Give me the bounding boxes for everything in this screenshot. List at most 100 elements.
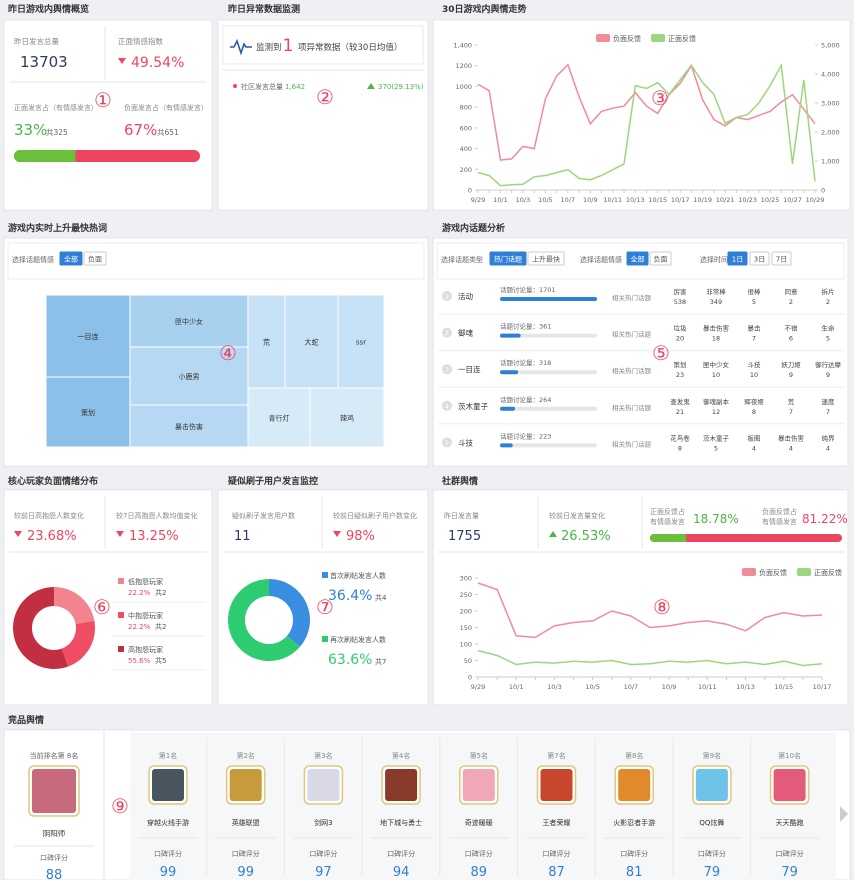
legend-swatch bbox=[797, 568, 811, 576]
donut-slice bbox=[61, 620, 96, 667]
x-tick-label: 10/3 bbox=[547, 683, 562, 691]
keyword: 厉害 bbox=[674, 287, 688, 296]
button[interactable] bbox=[649, 251, 672, 266]
y-tick-label: 1200 bbox=[455, 62, 472, 70]
treemap-cell[interactable] bbox=[247, 294, 286, 389]
panel bbox=[432, 489, 849, 706]
button[interactable] bbox=[727, 251, 748, 266]
keyword-count: 20 bbox=[676, 335, 684, 343]
next-arrow[interactable] bbox=[840, 806, 848, 822]
button-label[interactable]: 负面 bbox=[88, 255, 102, 264]
label: 第5名 bbox=[470, 751, 488, 760]
x-tick-label: 10/25 bbox=[761, 196, 780, 204]
keyword-count: 18 bbox=[712, 335, 720, 343]
treemap-label: 策划 bbox=[81, 408, 95, 417]
button[interactable] bbox=[771, 251, 792, 266]
button[interactable] bbox=[83, 251, 107, 266]
keyword: 御行达摩 bbox=[815, 360, 842, 369]
rank-badge bbox=[442, 364, 452, 375]
treemap-cell[interactable] bbox=[129, 404, 249, 448]
button-label[interactable]: 1日 bbox=[732, 256, 743, 264]
x-tick-label: 10/15 bbox=[648, 196, 667, 204]
x-tick-label: 10/7 bbox=[561, 196, 576, 204]
button-label[interactable]: 全部 bbox=[64, 255, 78, 264]
x-tick-label: 10/9 bbox=[662, 683, 677, 691]
keyword: 暴击伤害 bbox=[778, 433, 805, 442]
label: 第3名 bbox=[314, 751, 332, 760]
count-label: 共2 bbox=[155, 622, 166, 631]
button-label[interactable]: 热门话题 bbox=[494, 255, 522, 264]
button-label[interactable]: 全部 bbox=[631, 255, 645, 264]
volume-bar bbox=[500, 406, 516, 411]
keyword: 花鸟卷 bbox=[670, 433, 690, 442]
button[interactable] bbox=[489, 251, 527, 266]
game-icon bbox=[229, 769, 262, 801]
treemap-cell[interactable] bbox=[247, 387, 311, 448]
keyword: 茨木童子 bbox=[703, 433, 730, 442]
label: 昨日发言总量 bbox=[14, 36, 59, 46]
panel bbox=[432, 19, 851, 211]
rank-badge bbox=[442, 327, 452, 338]
metric-value: 18.78% bbox=[693, 512, 739, 526]
y-tick-label: 0 bbox=[468, 187, 472, 195]
legend-label: 中抱怨玩家 bbox=[128, 611, 163, 620]
button-label[interactable]: 上升最快 bbox=[532, 255, 560, 264]
x-tick-label: 9/29 bbox=[471, 683, 486, 691]
x-tick-label: 10/23 bbox=[738, 196, 757, 204]
game-name: 火影忍者手游 bbox=[613, 818, 655, 827]
section-title: 疑似刷子用户发言监控 bbox=[228, 475, 318, 487]
count-label: 共7 bbox=[375, 657, 386, 666]
treemap-cell[interactable] bbox=[337, 294, 385, 389]
annotation: ② bbox=[316, 85, 334, 109]
y-tick-label: 1,400 bbox=[453, 42, 472, 50]
metric-value: 33% bbox=[14, 121, 47, 139]
button-label[interactable]: 负面 bbox=[654, 255, 668, 264]
value-label: 36.4% bbox=[328, 588, 372, 604]
keyword: 生命 bbox=[822, 324, 836, 333]
button[interactable] bbox=[749, 251, 770, 266]
metric-value: 1 bbox=[283, 36, 294, 56]
game-name: 地下城与勇士 bbox=[380, 818, 422, 827]
label: 相关热门话题 bbox=[612, 403, 652, 412]
treemap-cell[interactable] bbox=[309, 387, 385, 448]
treemap-cell[interactable] bbox=[45, 294, 131, 378]
label: 第4名 bbox=[392, 751, 410, 760]
treemap-cell[interactable] bbox=[45, 376, 131, 448]
button[interactable] bbox=[59, 251, 83, 266]
label: 正面情感指数 bbox=[118, 36, 163, 46]
label: 共325 bbox=[46, 128, 68, 137]
label: 较前日发言量变化 bbox=[549, 511, 605, 520]
x-tick-label: 10/15 bbox=[774, 683, 793, 691]
keyword-count: 4 bbox=[789, 444, 793, 452]
rank: 2 bbox=[445, 329, 449, 337]
legend-label: 负面反馈 bbox=[613, 34, 641, 43]
x-tick-label: 10/1 bbox=[509, 683, 524, 691]
score: 99 bbox=[237, 865, 254, 880]
button[interactable] bbox=[527, 251, 565, 266]
treemap-cell[interactable] bbox=[129, 346, 249, 406]
annotation: ⑤ bbox=[652, 341, 670, 365]
down-arrow bbox=[116, 531, 124, 537]
label: 口碑评分 bbox=[40, 853, 68, 862]
rank-badge bbox=[442, 400, 452, 411]
label: 口碑评分 bbox=[620, 849, 648, 858]
ratio-bar-positive-edge bbox=[682, 534, 687, 542]
x-tick-label: 10/27 bbox=[783, 196, 802, 204]
button-label[interactable]: 3日 bbox=[754, 256, 765, 264]
bar-track bbox=[500, 406, 597, 411]
game-name: QQ炫舞 bbox=[699, 818, 724, 827]
button[interactable] bbox=[626, 251, 649, 266]
button-label[interactable]: 7日 bbox=[776, 256, 787, 264]
treemap-cell[interactable] bbox=[284, 294, 339, 389]
topic-name: 斗技 bbox=[458, 437, 473, 447]
label: 共651 bbox=[157, 128, 179, 137]
label: 话题讨论量： bbox=[500, 358, 539, 367]
x-tick-label: 10/13 bbox=[736, 683, 755, 691]
score: 88 bbox=[46, 868, 63, 880]
keyword: 垃圾 bbox=[674, 324, 688, 333]
y-tick-label: 800 bbox=[460, 104, 472, 112]
series-line bbox=[477, 649, 823, 667]
treemap-cell[interactable] bbox=[129, 294, 249, 348]
x-tick-label: 10/29 bbox=[806, 196, 825, 204]
donut-slice bbox=[227, 579, 300, 661]
